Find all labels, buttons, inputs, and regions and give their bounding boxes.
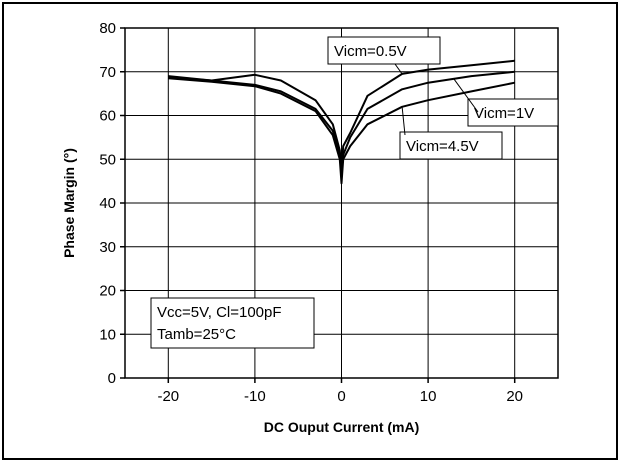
x-tick-label: 10: [420, 388, 437, 405]
y-tick-label: 10: [99, 326, 116, 343]
annotation-box-vicm-1v: [467, 98, 559, 127]
y-tick-label: 80: [99, 20, 116, 37]
annotation-vicm-1v: Vicm=1V: [474, 105, 534, 122]
y-tick-label: 20: [99, 283, 116, 300]
conditions-box: [150, 297, 315, 349]
y-tick-label: 60: [99, 108, 116, 125]
conditions-line-2: Tamb=25°C: [157, 326, 236, 343]
y-tick-label: 0: [108, 370, 116, 387]
x-axis-label: DC Ouput Current (mA): [264, 419, 420, 435]
annotation-vicm-4-5v: Vicm=4.5V: [406, 138, 479, 155]
tick-labels: -20 -10 0 10 20 0 10 20 30 40 50 60 70 80: [99, 20, 523, 405]
series-lines: [168, 59, 515, 185]
annotation-arrow-vicm-0-5v: [394, 63, 403, 75]
annotations: Vicm=0.5V Vicm=1V Vicm=4.5V Vcc=5V, Cl=1…: [150, 36, 559, 349]
chart-frame: [2, 2, 618, 460]
series-line-3: [168, 77, 515, 185]
x-tick-label: -20: [157, 388, 179, 405]
annotation-arrow-vicm-1v: [453, 78, 479, 113]
annotation-vicm-0-5v: Vicm=0.5V: [334, 43, 407, 60]
annotation-box-vicm-0-5v: [327, 36, 441, 65]
y-axis-label: Phase Margin (°): [61, 148, 77, 258]
x-tick-label: -10: [244, 388, 266, 405]
y-tick-label: 30: [99, 239, 116, 256]
annotation-arrow-vicm-4-5v: [401, 106, 406, 136]
y-tick-label: 50: [99, 151, 116, 168]
y-tick-label: 70: [99, 64, 116, 81]
y-tick-label: 40: [99, 195, 116, 212]
x-tick-label: 20: [506, 388, 523, 405]
conditions-line-1: Vcc=5V, Cl=100pF: [157, 304, 282, 321]
annotation-box-vicm-4-5v: [399, 131, 503, 160]
x-tick-label: 0: [337, 388, 345, 405]
